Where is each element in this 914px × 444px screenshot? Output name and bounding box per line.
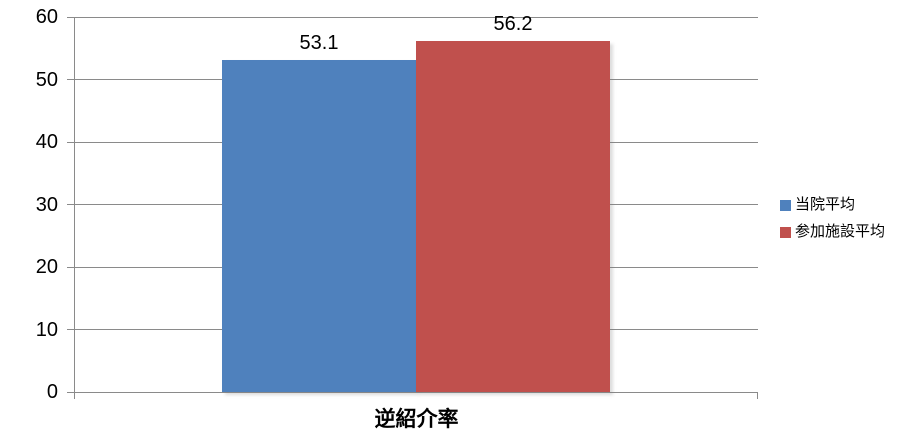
legend: 当院平均 参加施設平均 xyxy=(780,196,885,250)
y-axis-labels: 0 10 20 30 40 50 60 xyxy=(0,6,58,403)
gridline xyxy=(67,16,758,18)
y-axis-tick-label: 0 xyxy=(46,381,58,403)
x-axis-end-tick xyxy=(757,392,758,399)
bar-series-0-hospital-average[interactable] xyxy=(222,60,416,392)
plot-area: 53.1 56.2 xyxy=(67,13,758,399)
bar-series-1-participating-facility-average[interactable] xyxy=(416,40,610,392)
legend-label-0: 当院平均 xyxy=(795,196,856,213)
y-axis-tick-label: 50 xyxy=(35,68,58,91)
legend-item-0[interactable]: 当院平均 xyxy=(780,196,885,214)
legend-swatch-red-icon xyxy=(780,226,791,238)
bar-value-label-1: 56.2 xyxy=(493,12,533,35)
y-axis-line xyxy=(74,17,75,399)
y-axis-tick-label: 30 xyxy=(35,193,58,216)
legend-item-1[interactable]: 参加施設平均 xyxy=(780,223,885,241)
category-axis-label: 逆紹介率 xyxy=(374,408,459,431)
y-axis-tick-label: 40 xyxy=(35,131,58,153)
legend-swatch-blue-icon xyxy=(780,199,791,211)
gridline xyxy=(67,391,758,393)
bar-value-label-0: 53.1 xyxy=(299,32,339,55)
y-axis-tick-label: 60 xyxy=(35,6,58,28)
legend-label-1: 参加施設平均 xyxy=(795,223,886,240)
y-axis-tick-label: 20 xyxy=(35,256,58,278)
bar-column-1: 56.2 xyxy=(416,13,610,392)
bar-column-0: 53.1 xyxy=(222,17,416,392)
y-axis-tick-label: 10 xyxy=(35,318,58,341)
